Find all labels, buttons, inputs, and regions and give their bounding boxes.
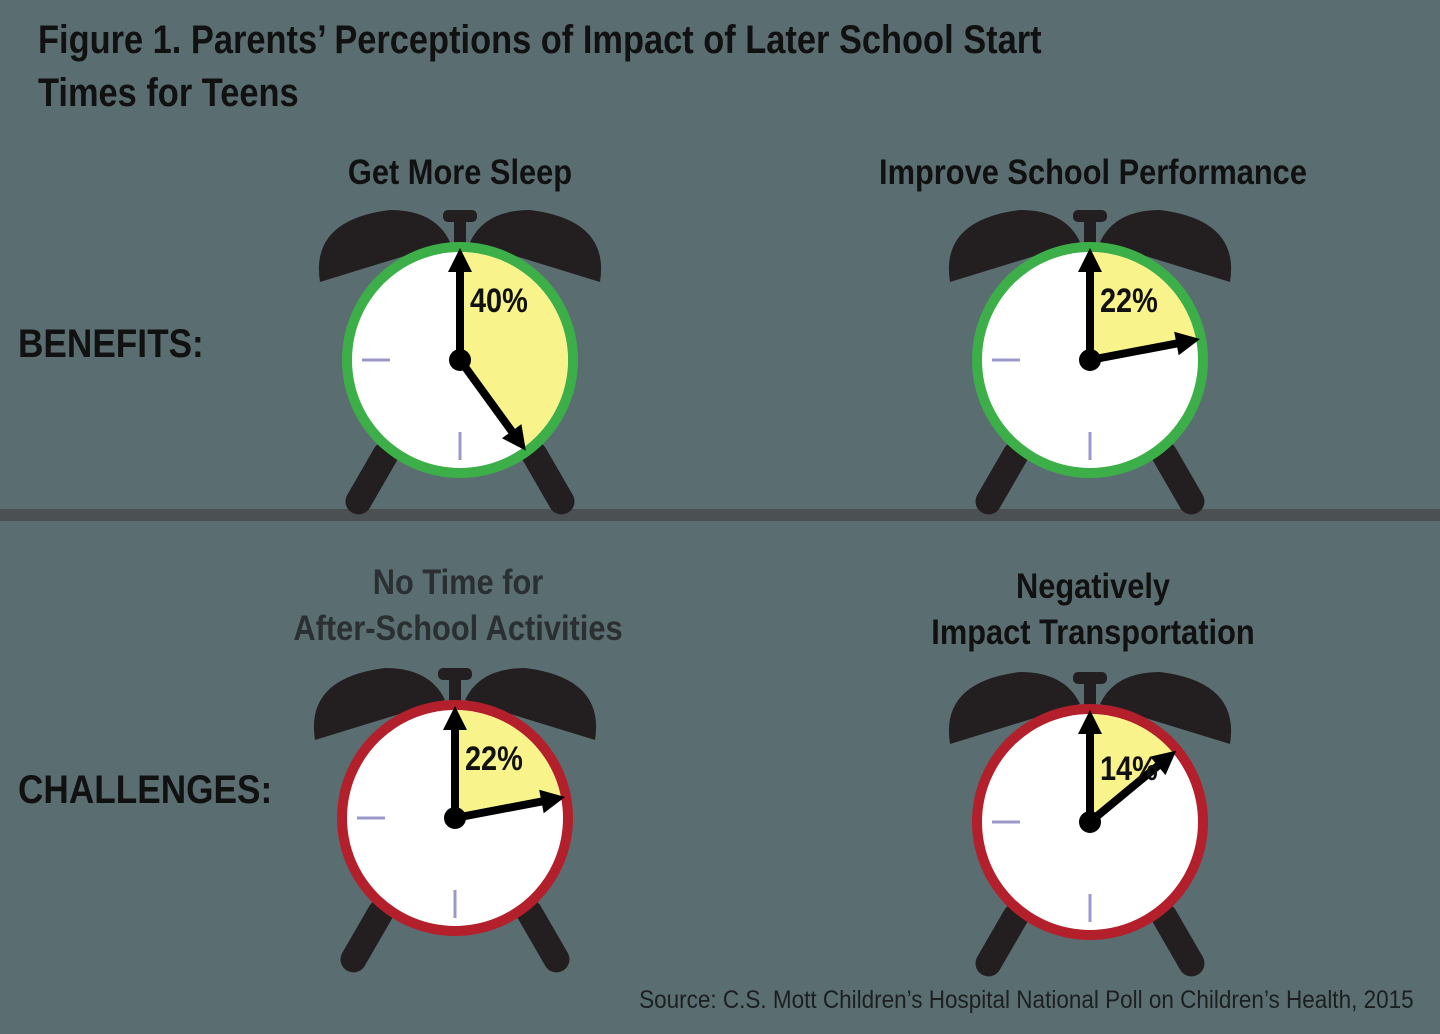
clock-bell-left — [948, 210, 1080, 282]
clock-hand-end — [1087, 760, 1164, 826]
clock-percent-label: 40% — [470, 281, 528, 320]
challenges-label: CHALLENGES: — [18, 768, 273, 812]
clock-center — [444, 807, 466, 829]
clock-leg-right — [1151, 441, 1205, 515]
clock-hand-end-group — [1089, 331, 1201, 364]
clock-arrow-end — [502, 424, 526, 451]
clock-percent-label: 14% — [1100, 749, 1158, 788]
clock-activities: 22% — [313, 668, 597, 973]
clock-leg-left — [975, 903, 1029, 977]
clock-knob-cap — [438, 668, 472, 680]
clock-title-sleep: Get More Sleep — [196, 150, 724, 196]
clock-arrow-start — [1078, 710, 1102, 734]
clock-sleep: 40% — [318, 210, 602, 515]
clock-title-line: Negatively — [1015, 567, 1171, 606]
clock-knob-cap — [443, 210, 477, 222]
clock-performance: 22% — [948, 210, 1232, 515]
clock-hand-end-group — [1087, 750, 1177, 826]
clock-knob-stem — [1084, 680, 1096, 710]
clock-hand-end-group — [454, 789, 566, 822]
source-note: Source: C.S. Mott Children’s Hospital Na… — [639, 986, 1414, 1014]
clock-title-activities: No Time for After-School Activities — [194, 560, 722, 652]
clock-transportation: 14% — [948, 672, 1232, 977]
clock-bell-left — [318, 210, 450, 282]
clock-percent-label: 22% — [1100, 281, 1158, 320]
clock-knob-stem — [454, 218, 466, 248]
clock-center — [1079, 811, 1101, 833]
clock-arrow-start — [1078, 248, 1102, 272]
clock-percent-label: 22% — [465, 739, 523, 778]
clock-arrow-end — [539, 789, 566, 814]
clock-knob-cap — [1073, 672, 1107, 684]
clock-leg-right — [516, 899, 570, 973]
clock-hand-end-group — [456, 357, 526, 451]
clock-leg-right — [521, 441, 575, 515]
clock-title-line: After-School Activities — [293, 609, 623, 648]
clock-percent-wedge — [1090, 252, 1197, 360]
clock-leg-right — [1151, 903, 1205, 977]
title-line-1: Figure 1. Parents’ Perceptions of Impact… — [38, 18, 1042, 62]
clock-center — [449, 349, 471, 371]
clock-knob-stem — [1084, 218, 1096, 248]
clock-title-line: No Time for — [372, 563, 544, 602]
clock-leg-left — [345, 441, 399, 515]
clock-bell-left — [313, 668, 445, 740]
clock-title-line: Get More Sleep — [347, 153, 573, 192]
clock-bell-right — [1100, 210, 1232, 282]
clock-percent-wedge — [455, 710, 562, 818]
clock-percent-wedge — [460, 252, 568, 448]
clock-title-line: Impact Transportation — [931, 613, 1255, 652]
clock-hand-end — [456, 357, 518, 437]
clock-title-line: Improve School Performance — [879, 153, 1307, 192]
clock-bell-left — [948, 672, 1080, 744]
clock-knob-cap — [1073, 210, 1107, 222]
clock-percent-wedge — [1090, 714, 1174, 822]
clock-hand-end — [454, 796, 547, 822]
clock-title-transportation: Negatively Impact Transportation — [829, 564, 1357, 656]
clock-leg-left — [975, 441, 1029, 515]
clock-leg-left — [340, 899, 394, 973]
chart-title: Figure 1. Parents’ Perceptions of Impact… — [38, 14, 1070, 120]
clock-title-performance: Improve School Performance — [829, 150, 1357, 196]
clock-bell-right — [465, 668, 597, 740]
clock-bell-right — [470, 210, 602, 282]
section-divider — [0, 509, 1440, 521]
clock-arrow-start — [448, 248, 472, 272]
benefits-label: BENEFITS: — [18, 322, 204, 366]
clock-arrow-end — [1150, 750, 1177, 776]
clock-center — [1079, 349, 1101, 371]
clock-bell-right — [1100, 672, 1232, 744]
clock-hand-end — [1089, 338, 1182, 364]
clock-arrow-end — [1174, 331, 1201, 356]
clock-arrow-start — [443, 706, 467, 730]
clock-knob-stem — [449, 676, 461, 706]
title-line-2: Times for Teens — [38, 71, 299, 115]
